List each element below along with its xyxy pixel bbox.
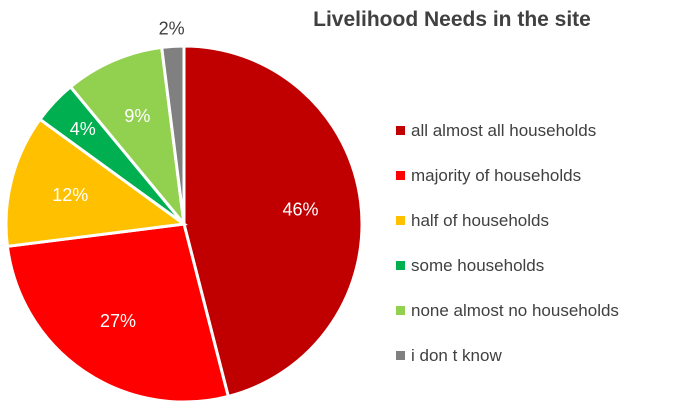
legend: all almost all households majority of hou…	[396, 121, 619, 365]
legend-label: some households	[411, 256, 544, 275]
legend-swatch	[396, 351, 405, 360]
legend-label: all almost all households	[411, 121, 596, 140]
legend-swatch	[396, 216, 405, 225]
pie-slices	[4, 44, 364, 402]
slice-value-label: 4%	[70, 119, 96, 139]
pie-slice	[68, 45, 187, 229]
legend-label: i don t know	[411, 346, 502, 365]
slice-value-label: 2%	[159, 18, 185, 38]
legend-label: half of households	[411, 211, 549, 230]
legend-swatch	[396, 126, 405, 135]
legend-swatch	[396, 171, 405, 180]
legend-swatch	[396, 306, 405, 315]
legend-label: majority of households	[411, 166, 581, 185]
legend-label: none almost no households	[411, 301, 619, 320]
pie-slice	[182, 44, 364, 399]
pie-slice	[160, 44, 186, 225]
chart-title: Livelihood Needs in the site	[313, 8, 591, 31]
slice-value-label: 12%	[52, 185, 88, 205]
slice-value-label: 9%	[124, 106, 150, 126]
legend-swatch	[396, 261, 405, 270]
slice-value-label: 46%	[283, 199, 319, 219]
pie-slice	[4, 117, 188, 248]
slice-value-label: 27%	[100, 311, 136, 331]
slice-labels: 46% 27% 12% 4% 9% 2%	[52, 18, 318, 331]
